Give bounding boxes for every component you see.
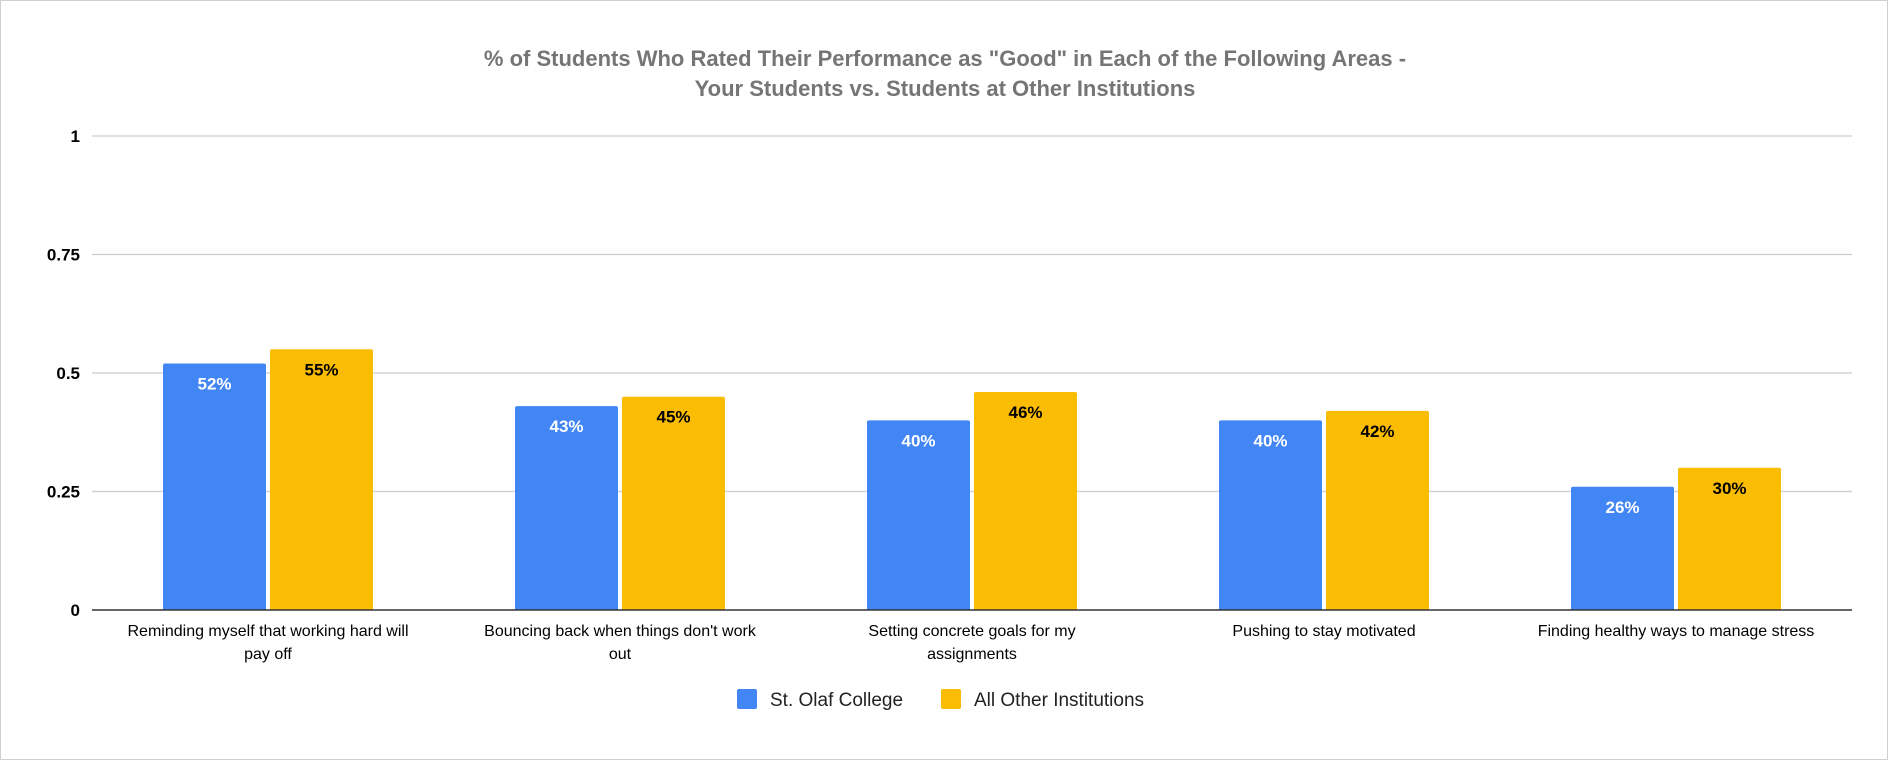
- y-tick-label: 0.75: [47, 246, 80, 265]
- gridlines: [92, 135, 1852, 493]
- bar-st-olaf[interactable]: [163, 363, 266, 610]
- y-tick-label: 0.5: [56, 364, 80, 383]
- bar-st-olaf[interactable]: [515, 406, 618, 610]
- bar-other-institutions[interactable]: [1678, 467, 1781, 610]
- bar-other-institutions[interactable]: [622, 396, 725, 610]
- chart-title-line: % of Students Who Rated Their Performanc…: [484, 46, 1406, 71]
- legend-label[interactable]: St. Olaf College: [770, 690, 903, 711]
- chart-title-line: Your Students vs. Students at Other Inst…: [695, 76, 1196, 101]
- x-tick-label: Pushing to stay motivated: [1232, 623, 1415, 640]
- data-label: 42%: [1360, 422, 1394, 441]
- legend-swatch[interactable]: [737, 689, 757, 709]
- y-tick-label: 0: [71, 601, 80, 620]
- x-tick-label: Finding healthy ways to manage stress: [1538, 623, 1815, 640]
- data-label: 55%: [304, 360, 338, 379]
- data-label: 40%: [1253, 431, 1287, 450]
- bar-st-olaf[interactable]: [1571, 486, 1674, 610]
- x-tick-label: Setting concrete goals for my: [868, 623, 1075, 640]
- bars: 52% 55% 43% 45% 40% 46% 40% 42% 26% 30%: [163, 349, 1781, 610]
- y-tick-label: 0.25: [47, 483, 80, 502]
- x-tick-label: Reminding myself that working hard will: [128, 623, 409, 640]
- bar-chart: % of Students Who Rated Their Performanc…: [47, 46, 1852, 711]
- legend[interactable]: St. Olaf College All Other Institutions: [737, 689, 1144, 711]
- bar-other-institutions[interactable]: [1326, 410, 1429, 610]
- x-tick-label: out: [609, 646, 632, 663]
- x-tick-label: assignments: [927, 646, 1017, 663]
- y-axis-ticks: 0 0.25 0.5 0.75 1: [47, 127, 80, 620]
- x-tick-label: pay off: [244, 646, 292, 663]
- data-label: 52%: [197, 375, 231, 394]
- bar-st-olaf[interactable]: [867, 420, 970, 610]
- x-axis-ticks: Reminding myself that working hard will p…: [128, 623, 1815, 663]
- data-label: 45%: [656, 408, 690, 427]
- y-tick-label: 1: [71, 127, 80, 146]
- data-label: 40%: [901, 431, 935, 450]
- data-label: 43%: [549, 417, 583, 436]
- legend-label[interactable]: All Other Institutions: [974, 690, 1144, 711]
- bar-other-institutions[interactable]: [974, 391, 1077, 610]
- bar-other-institutions[interactable]: [270, 349, 373, 610]
- data-label: 26%: [1605, 498, 1639, 517]
- bar-st-olaf[interactable]: [1219, 420, 1322, 610]
- legend-swatch[interactable]: [941, 689, 961, 709]
- x-tick-label: Bouncing back when things don't work: [484, 623, 757, 640]
- data-label: 30%: [1712, 479, 1746, 498]
- chart-title: % of Students Who Rated Their Performanc…: [484, 46, 1406, 101]
- data-label: 46%: [1008, 403, 1042, 422]
